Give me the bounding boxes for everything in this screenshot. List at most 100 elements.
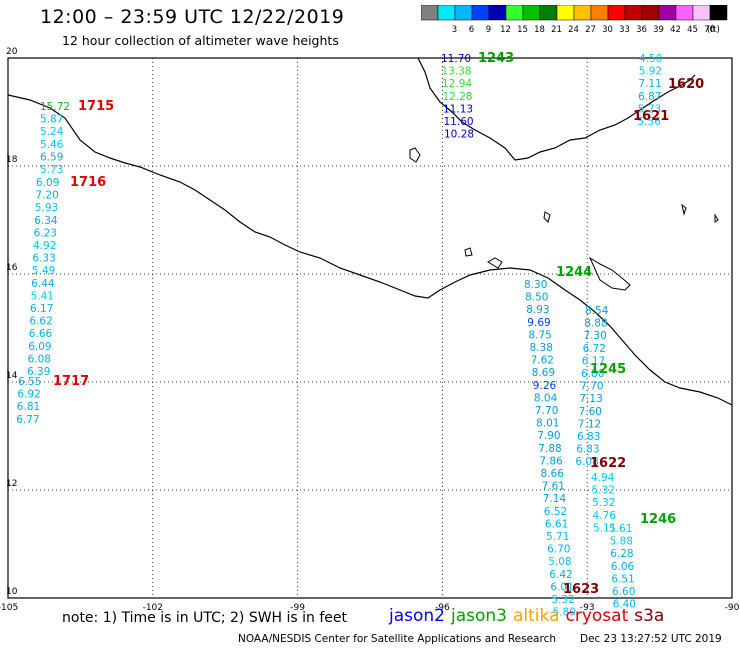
wave-height-value: 6.01	[550, 581, 573, 593]
wave-height-value: 6.44	[31, 278, 55, 290]
wave-height-value: 4.76	[593, 510, 617, 522]
lon-label: -99	[290, 603, 305, 613]
wave-height-value: 6.34	[34, 215, 58, 227]
wave-height-value: 7.62	[531, 355, 554, 367]
wave-height-value: 6.08	[28, 353, 51, 365]
wave-height-value: 4.50	[639, 53, 662, 65]
wave-height-value: 4.92	[33, 240, 56, 252]
coastline	[7, 57, 733, 406]
wave-height-value: 7.90	[537, 430, 560, 442]
wave-height-value: 5.61	[609, 523, 632, 535]
footer-credit: NOAA/NESDIS Center for Satellite Applica…	[238, 633, 556, 645]
wave-height-value: 7.70	[580, 381, 603, 393]
pass-time-label: 1717	[53, 374, 89, 389]
satellite-name: jason2	[389, 606, 445, 626]
legend-tick-label: 36	[636, 25, 647, 35]
wave-height-value: 6.17	[582, 355, 605, 367]
wave-height-value: 5.08	[548, 556, 571, 568]
wave-height-value: 7.60	[579, 406, 602, 418]
wave-height-value: 6.42	[549, 569, 572, 581]
legend-tick-label: 18	[534, 25, 545, 35]
wave-height-value: 6.83	[577, 431, 600, 443]
wave-height-value: 7.20	[35, 190, 58, 202]
legend-tick-label: 9	[486, 25, 491, 35]
pass-time-label: 1623	[563, 582, 599, 597]
wave-height-value: 7.14	[543, 493, 567, 505]
wave-height-value: 5.41	[31, 290, 54, 302]
coast-fragment-2	[543, 211, 551, 223]
wave-height-value: 7.11	[638, 78, 661, 90]
satellite-name: cryosat	[565, 606, 629, 626]
wave-height-value: 5.24	[40, 126, 64, 138]
wave-height-value: 12.28	[443, 91, 473, 103]
wave-height-value: 6.33	[32, 253, 55, 265]
wave-height-value: 6.09	[28, 341, 51, 353]
wave-height-value: 13.38	[442, 66, 472, 78]
wave-height-value: 11.70	[441, 53, 471, 65]
wave-height-value: 11.60	[444, 116, 474, 128]
wave-height-value: 6.09	[36, 177, 59, 189]
wave-height-value: 8.01	[536, 418, 559, 430]
wave-height-value: 6.72	[583, 343, 606, 355]
lat-label: 18	[6, 155, 18, 165]
yucatan-coastline	[417, 57, 696, 161]
wave-height-value: 7.88	[538, 443, 561, 455]
wave-height-value: 6.59	[40, 151, 63, 163]
wave-height-value: 6.87	[638, 91, 661, 103]
map-subtitle: 12 hour collection of altimeter wave hei…	[62, 33, 339, 48]
wave-height-value: 6.17	[30, 303, 53, 315]
footer-date: Dec 23 13:27:52 UTC 2019	[580, 633, 722, 645]
wave-height-value: 9.69	[527, 317, 550, 329]
wave-height-value: 5.11	[593, 522, 616, 534]
wave-height-value: 5.49	[32, 265, 55, 277]
coast-fragment-4	[714, 213, 719, 223]
wave-height-value: 9.26	[533, 380, 557, 392]
satellite-name: s3a	[634, 606, 665, 626]
wave-height-value: 6.83	[576, 444, 599, 456]
wave-height-value: 5.71	[546, 531, 569, 543]
wave-height-value: 6.08	[575, 456, 598, 468]
wave-height-value: 7.86	[539, 455, 563, 467]
pass-time-label: 1621	[633, 109, 669, 124]
lon-label: -105	[0, 603, 18, 613]
wave-height-value: 6.52	[544, 506, 567, 518]
map-title: 12:00 – 23:59 UTC 12/22/2019	[40, 6, 345, 28]
lat-lon-grid: -105 -102 -99 -96 -93 -90 20 18 16 14 12 10	[0, 47, 740, 613]
lat-label: 10	[6, 587, 18, 597]
track-labels: 15.725.875.245.466.595.7317156.097.205.9…	[16, 51, 704, 619]
legend-tick-label: 21	[551, 25, 562, 35]
satellite-legend: jason2 jason3 altika cryosat s3a	[389, 606, 670, 626]
coast-fragment-3	[681, 203, 687, 216]
legend-tick-label: 33	[619, 25, 630, 35]
wave-height-value: 4.94	[591, 472, 615, 484]
wave-height-value: 8.69	[532, 367, 555, 379]
wave-height-value: 8.38	[530, 342, 553, 354]
legend-tick-label: 70	[704, 25, 715, 35]
wave-height-value: 7.70	[535, 405, 558, 417]
wave-height-value: 8.30	[524, 279, 547, 291]
wave-height-value: 8.50	[525, 292, 548, 304]
wave-height-value: 6.80	[581, 368, 604, 380]
wave-height-value: 6.92	[17, 389, 40, 401]
wave-height-value: 6.06	[611, 561, 635, 573]
map-frame	[7, 57, 733, 599]
pass-time-label: 1716	[70, 175, 106, 190]
coast-fragment-1	[588, 256, 631, 291]
wave-height-value: 8.93	[526, 304, 549, 316]
island-2	[487, 257, 503, 269]
pass-time-label: 1715	[78, 99, 114, 114]
legend-tick-label: 27	[585, 25, 596, 35]
lat-label: 12	[6, 479, 17, 489]
wave-height-value: 8.04	[534, 392, 558, 404]
legend-tick-label: 12	[500, 25, 511, 35]
wave-height-value: 7.30	[583, 330, 606, 342]
pass-time-label: 1243	[478, 51, 514, 66]
pass-time-label: 1245	[590, 362, 626, 377]
note-text: note: 1) Time is in UTC; 2) SWH is in fe…	[62, 610, 348, 626]
wave-height-value: 12.94	[442, 78, 472, 90]
legend-tick-label: 24	[568, 25, 579, 35]
wave-height-value: 5.32	[592, 497, 615, 509]
wave-height-value: 5.80	[553, 607, 576, 619]
legend-tick-label: 6	[469, 25, 474, 35]
